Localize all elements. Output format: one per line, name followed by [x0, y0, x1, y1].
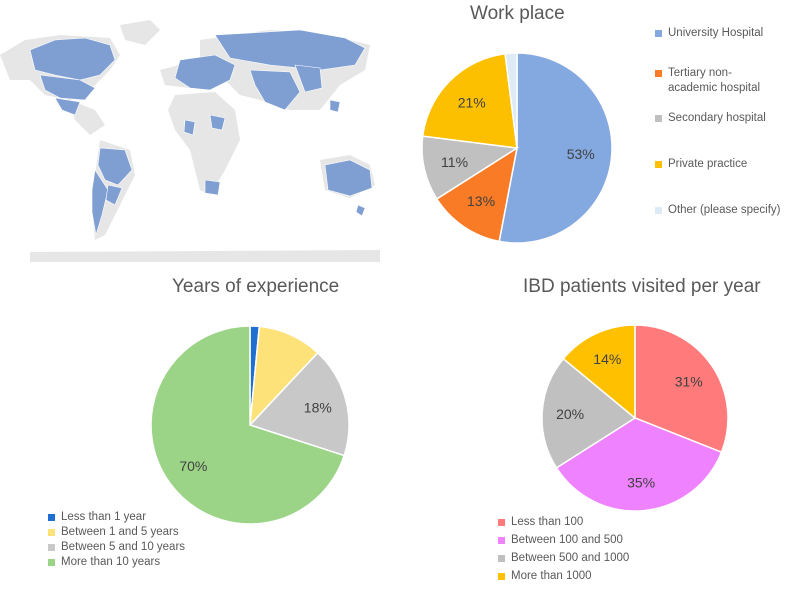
legend-item: Less than 100 [498, 515, 629, 530]
legend-item: More than 1000 [498, 569, 629, 584]
legend-label: Less than 1 year [61, 511, 147, 523]
data-label: 53% [567, 146, 595, 162]
legend-label: More than 1000 [511, 570, 592, 582]
legend-swatch [48, 559, 55, 566]
pie-work-place: 53% 13% 11% 21% [421, 52, 613, 244]
legend-item: University Hospital [655, 26, 785, 41]
chart-title: Work place [470, 3, 565, 24]
pie-slice [435, 146, 519, 243]
pie-slice [150, 325, 346, 525]
legend-item: Between 1 and 5 years [48, 525, 185, 540]
map-highlighted-countries [29, 29, 373, 236]
legend-label: Between 500 and 1000 [511, 552, 630, 564]
legend-swatch [655, 70, 662, 77]
legend-swatch [498, 519, 505, 526]
pie-slice [248, 351, 350, 457]
legend-label: Other (please specify) [668, 204, 781, 216]
legend-swatch [655, 30, 662, 37]
legend-label: Between 5 and 10 years [61, 541, 186, 553]
legend-item: Between 5 and 10 years [48, 540, 185, 555]
chart-title: Years of experience [172, 276, 340, 297]
pie-slice [421, 52, 518, 149]
legend-swatch [48, 544, 55, 551]
data-label: 21% [458, 95, 486, 111]
legend-swatch [655, 207, 662, 214]
data-label: 18% [304, 400, 332, 416]
legend-label: Tertiary non-academic hospital [668, 67, 761, 94]
legend-label: Between 100 and 500 [511, 534, 623, 546]
data-label: 31% [675, 373, 703, 389]
legend-item: Private practice [655, 157, 785, 172]
world-map [0, 20, 380, 262]
legend-item: Less than 1 year [48, 510, 185, 525]
data-label: 14% [593, 351, 621, 367]
legend-swatch [655, 161, 662, 168]
pie-slice [555, 417, 723, 512]
legend-item: Tertiary non-academic hospital [655, 66, 785, 96]
legend-label: University Hospital [668, 27, 764, 39]
chart-title: IBD patients visited per year [523, 276, 761, 297]
pie-slice [562, 324, 636, 420]
legend-item: More than 10 years [48, 555, 185, 570]
legend-label: Private practice [668, 158, 748, 170]
data-label: 13% [467, 193, 495, 209]
legend-work-place: University Hospital Tertiary non-academi… [655, 26, 785, 218]
data-label: 35% [627, 475, 655, 491]
pie-slice [498, 52, 613, 244]
legend-item: Secondary hospital [655, 111, 785, 126]
legend-label: Between 1 and 5 years [61, 526, 179, 538]
legend-years-experience: Less than 1 year Between 1 and 5 years B… [48, 510, 185, 570]
data-label: 11% [441, 154, 468, 170]
data-label: 20% [556, 406, 584, 422]
pie-slice [421, 135, 520, 200]
pie-slice [504, 52, 518, 149]
pie-years-experience: 18% 70% [150, 325, 350, 525]
legend-label: More than 10 years [61, 556, 161, 568]
legend-swatch [48, 529, 55, 536]
legend-swatch [48, 514, 55, 521]
legend-item: Between 100 and 500 [498, 533, 629, 548]
legend-swatch [498, 537, 505, 544]
legend-item: Other (please specify) [655, 203, 785, 218]
pie-slice [541, 357, 637, 469]
legend-swatch [655, 115, 662, 122]
legend-label: Secondary hospital [668, 112, 766, 124]
legend-swatch [498, 555, 505, 562]
legend-label: Less than 100 [511, 516, 584, 528]
data-label: 70% [179, 458, 207, 474]
legend-item: Between 500 and 1000 [498, 551, 629, 566]
legend-swatch [498, 573, 505, 580]
legend-ibd-patients: Less than 100 Between 100 and 500 Betwee… [498, 515, 629, 584]
pie-slice [634, 324, 729, 454]
pie-ibd-patients: 31% 35% 20% 14% [541, 324, 729, 512]
